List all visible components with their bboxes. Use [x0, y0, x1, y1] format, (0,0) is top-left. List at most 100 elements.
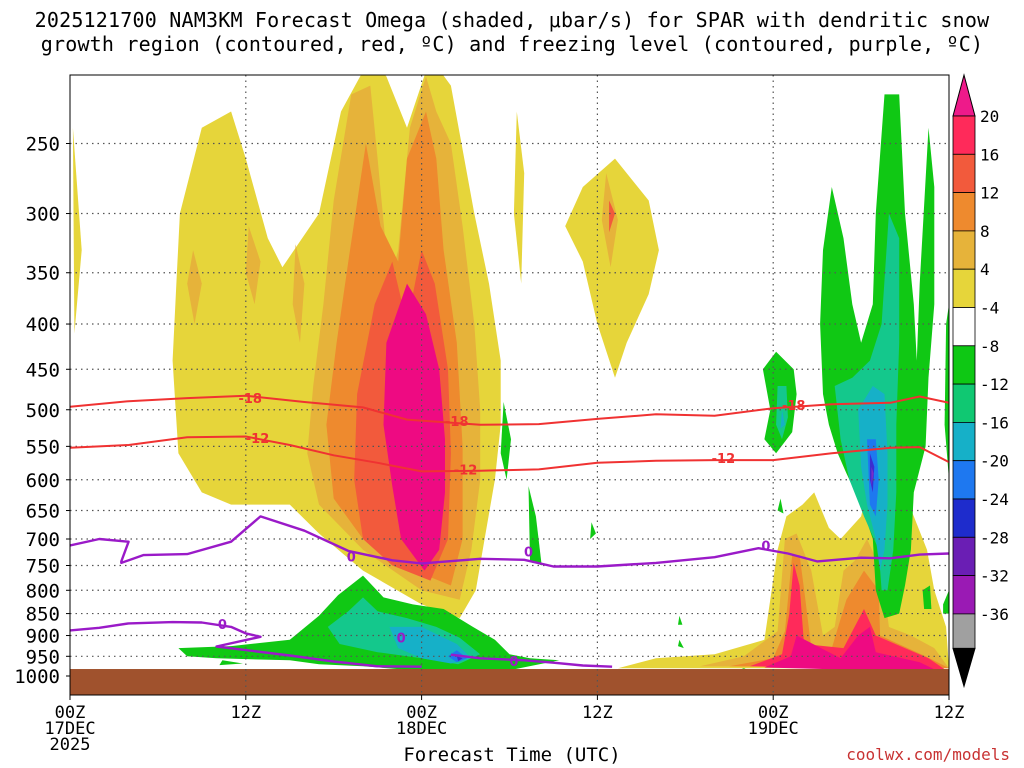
- colorbar-bin: [952, 230, 976, 270]
- y-tick-label: 800: [26, 580, 60, 602]
- x-tick-label: 18DEC: [396, 719, 447, 739]
- y-tick-label: 400: [26, 314, 60, 336]
- freezing-level-contour: [70, 620, 422, 668]
- omega-region-green: [678, 615, 683, 625]
- colorbar-bin: [952, 192, 976, 232]
- x-tick-label: 17DEC: [44, 719, 95, 739]
- dgz-contour-label: -12: [712, 452, 736, 467]
- y-tick-label: 700: [26, 529, 60, 551]
- colorbar-top-arrow: [952, 73, 976, 117]
- colorbar-label: 12: [980, 184, 999, 203]
- y-tick-label: 450: [26, 359, 60, 381]
- omega-region-redorange: [609, 200, 615, 233]
- y-tick-label: 900: [26, 626, 60, 648]
- colorbar-label: -16: [980, 413, 1009, 432]
- y-tick-label: 300: [26, 204, 60, 226]
- colorbar-bin: [952, 383, 976, 423]
- dgz-contour-label: -18: [238, 392, 262, 407]
- colorbar-label: 16: [980, 145, 999, 164]
- y-axis-tick-labels: 2503003504004505005506006507007508008509…: [14, 134, 70, 688]
- omega-region-cyan: [780, 409, 785, 429]
- omega-region-green: [528, 486, 542, 566]
- omega-region-green: [943, 590, 949, 614]
- omega-region-green: [678, 639, 684, 649]
- omega-region-gold: [700, 533, 949, 669]
- colorbar-bin: [952, 460, 976, 500]
- colorbar-bin: [952, 536, 976, 576]
- omega-region-magenta: [383, 283, 445, 571]
- omega-region-green: [944, 304, 949, 480]
- colorbar-label: -32: [980, 567, 1009, 586]
- freezing-level-label: 0: [761, 540, 770, 555]
- x-axis-title: Forecast Time (UTC): [403, 744, 621, 766]
- watermark-link[interactable]: coolwx.com/models: [846, 745, 1010, 764]
- x-tick-label: 12Z: [934, 703, 965, 723]
- omega-region-yellow: [72, 127, 82, 334]
- colorbar: 20 16 12 8 4 -4 -8 -12 -16 -20 -24 -28 -32 -36: [952, 73, 1009, 689]
- colorbar-bin: [952, 268, 976, 308]
- omega-region-gold: [292, 244, 305, 343]
- freezing-level-label: 0: [347, 551, 356, 566]
- colorbar-bottom-arrow: [952, 647, 976, 689]
- y-tick-label: 650: [26, 501, 60, 523]
- freezing-level-contour: [450, 653, 613, 668]
- colorbar-label: -28: [980, 528, 1009, 547]
- colorbar-label: -4: [980, 299, 999, 318]
- ground-layer: [70, 669, 949, 695]
- omega-region-green: [922, 585, 932, 609]
- omega-region-purple: [871, 466, 874, 487]
- y-tick-label: 750: [26, 555, 60, 577]
- contour-labels: -18 -12 -18 -12 -18 -12 0 0 0 0 0 0: [218, 392, 806, 670]
- y-tick-label: 250: [26, 134, 60, 156]
- omega-region-green: [777, 498, 784, 514]
- chart-title-line-2: growth region (contoured, red, ºC) and f…: [40, 32, 984, 56]
- x-tick-label: 00Z: [406, 703, 437, 723]
- plot-frame: [69, 74, 950, 696]
- colorbar-label: 20: [980, 107, 999, 126]
- omega-region-green: [590, 522, 596, 539]
- colorbar-bin: [952, 153, 976, 194]
- dgz-contour-label: -12: [454, 463, 478, 478]
- y-tick-label: 950: [26, 646, 60, 668]
- x-tick-label: 19DEC: [748, 719, 799, 739]
- colorbar-label: 4: [980, 260, 990, 279]
- grid-lines: [70, 75, 949, 695]
- freezing-level-label: 0: [218, 618, 227, 633]
- freezing-level-label: 0: [509, 655, 518, 670]
- colorbar-bin: [952, 115, 976, 155]
- colorbar-label: -36: [980, 605, 1009, 624]
- colorbar-bin: [952, 575, 976, 615]
- omega-region-gold: [187, 250, 202, 324]
- omega-region-darkblue: [456, 656, 463, 662]
- y-tick-label: 1000: [14, 666, 60, 688]
- x-tick-label: 2025: [50, 735, 91, 755]
- y-tick-label: 350: [26, 263, 60, 285]
- temperature-contours: [70, 394, 949, 668]
- omega-region-orange: [729, 555, 949, 669]
- y-tick-label: 600: [26, 470, 60, 492]
- colorbar-bin: [952, 307, 976, 347]
- dgz-contour--18: [70, 394, 949, 426]
- dgz-contour-label: -18: [445, 415, 469, 430]
- colorbar-bin: [952, 613, 976, 649]
- omega-region-yellow: [565, 158, 659, 378]
- dgz-contour-label: -12: [246, 432, 270, 447]
- y-tick-label: 550: [26, 436, 60, 458]
- x-tick-label: 00Z: [55, 703, 86, 723]
- omega-region-magenta: [764, 626, 941, 673]
- colorbar-label: -8: [980, 337, 999, 356]
- freezing-level-label: 0: [524, 545, 533, 560]
- omega-shading: [72, 75, 949, 673]
- chart-title-line-1: 2025121700 NAM3KM Forecast Omega (shaded…: [34, 8, 990, 32]
- colorbar-bin: [952, 345, 976, 385]
- ground-fill: [70, 669, 949, 695]
- y-tick-label: 500: [26, 400, 60, 422]
- omega-region-gold: [245, 226, 261, 305]
- colorbar-label: -12: [980, 375, 1009, 394]
- x-tick-label: 12Z: [230, 703, 261, 723]
- freezing-level-contour: [70, 515, 949, 568]
- dgz-contour-label: -18: [782, 399, 806, 414]
- colorbar-label: -24: [980, 490, 1009, 509]
